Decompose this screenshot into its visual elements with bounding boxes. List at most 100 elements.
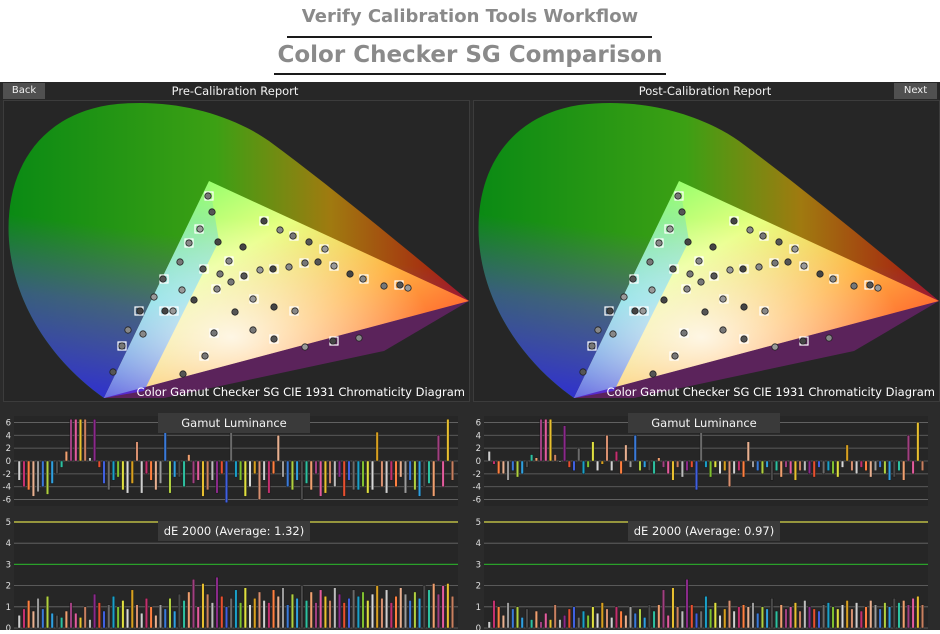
bar [361, 591, 365, 629]
bar [389, 602, 393, 629]
bar [182, 460, 186, 487]
measured-patch-marker [740, 303, 748, 311]
measured-patch-marker [291, 307, 299, 315]
measured-patch-marker [660, 296, 668, 304]
bar [210, 460, 214, 481]
bar [553, 604, 557, 629]
measured-patch-marker [784, 258, 792, 266]
bar [798, 460, 802, 471]
bar [93, 419, 97, 462]
measured-patch-marker [249, 295, 257, 303]
bar [432, 583, 436, 629]
bar [60, 617, 64, 629]
bar [793, 602, 797, 629]
bar [192, 579, 195, 629]
bar [248, 460, 252, 487]
measured-patch-marker [161, 307, 169, 315]
bar [116, 460, 120, 478]
bar [775, 610, 778, 629]
bar [323, 595, 327, 629]
post-calibration-report-title: Post-Calibration Report [638, 84, 772, 98]
measured-patch-marker [124, 326, 132, 334]
bar [135, 441, 139, 462]
measured-patch-marker [139, 330, 147, 338]
bar [79, 419, 82, 462]
bar [422, 585, 426, 629]
bar [657, 604, 661, 629]
bar [41, 460, 45, 487]
bar [765, 608, 769, 629]
measured-patch-marker [746, 226, 754, 234]
bar [497, 460, 501, 475]
bar [789, 606, 793, 629]
next-button[interactable]: Next [894, 83, 937, 99]
bar [516, 606, 519, 629]
measured-patch-marker [686, 270, 694, 278]
measured-patch-marker [359, 275, 367, 283]
y-tick-label: 3 [6, 560, 11, 570]
bar [276, 435, 280, 462]
bar [549, 619, 552, 629]
bar [83, 419, 87, 462]
bar [239, 602, 243, 629]
measured-patch-marker [204, 192, 212, 200]
bar [309, 460, 313, 491]
y-tick-label: -4 [473, 483, 481, 493]
bar [586, 615, 590, 629]
bar [385, 460, 389, 494]
bar [168, 598, 172, 629]
pre-luminance-bars: 6 4 2 0 -2 -4 -6 [3, 416, 458, 506]
bar [253, 460, 257, 475]
bar [17, 460, 21, 481]
bar [290, 460, 294, 491]
measured-patch-marker [285, 263, 293, 271]
bar [88, 457, 92, 462]
bar [451, 460, 454, 481]
back-button[interactable]: Back [3, 83, 45, 99]
measured-patch-marker [799, 337, 807, 345]
bar [633, 435, 637, 462]
post-de2000-chart: 5 4 3 2 1 0 dE 2000 (Average: 0.97) [470, 517, 932, 634]
y-tick-label: 4 [6, 431, 11, 441]
bar [126, 608, 130, 629]
bar [333, 460, 337, 487]
pre-cie-caption: Color Gamut Checker SG CIE 1931 Chromati… [136, 385, 466, 399]
bar [765, 460, 769, 468]
bar [290, 593, 294, 629]
bar [883, 602, 887, 629]
measured-patch-marker [199, 265, 207, 273]
bar [732, 610, 736, 629]
measured-patch-marker [239, 243, 247, 251]
measured-patch-marker [709, 243, 717, 251]
bar [295, 460, 299, 481]
bar [36, 460, 40, 493]
measured-patch-marker [666, 225, 674, 233]
bar [418, 460, 422, 497]
measured-patch-marker [594, 326, 602, 334]
bar [704, 460, 708, 468]
bar [234, 589, 238, 629]
bar [878, 460, 882, 468]
measured-patch-marker [136, 307, 144, 315]
bar [413, 460, 417, 491]
bar [27, 460, 31, 491]
bar [869, 460, 873, 478]
measured-patch-marker [695, 257, 703, 265]
bar [826, 460, 830, 471]
bar [60, 460, 64, 468]
post-de2000-title: dE 2000 (Average: 0.97) [628, 521, 780, 541]
measured-patch-marker [208, 208, 216, 216]
bar [276, 595, 280, 629]
bar [79, 617, 82, 629]
target-patch-marker [709, 271, 719, 281]
bar [558, 460, 562, 463]
bar [385, 589, 389, 629]
bar [50, 460, 54, 484]
bar [446, 583, 450, 629]
bar [361, 460, 365, 487]
bar [257, 591, 261, 629]
bar [666, 615, 670, 629]
target-patch-marker [224, 256, 234, 266]
bar [281, 460, 285, 478]
bar [46, 460, 49, 495]
